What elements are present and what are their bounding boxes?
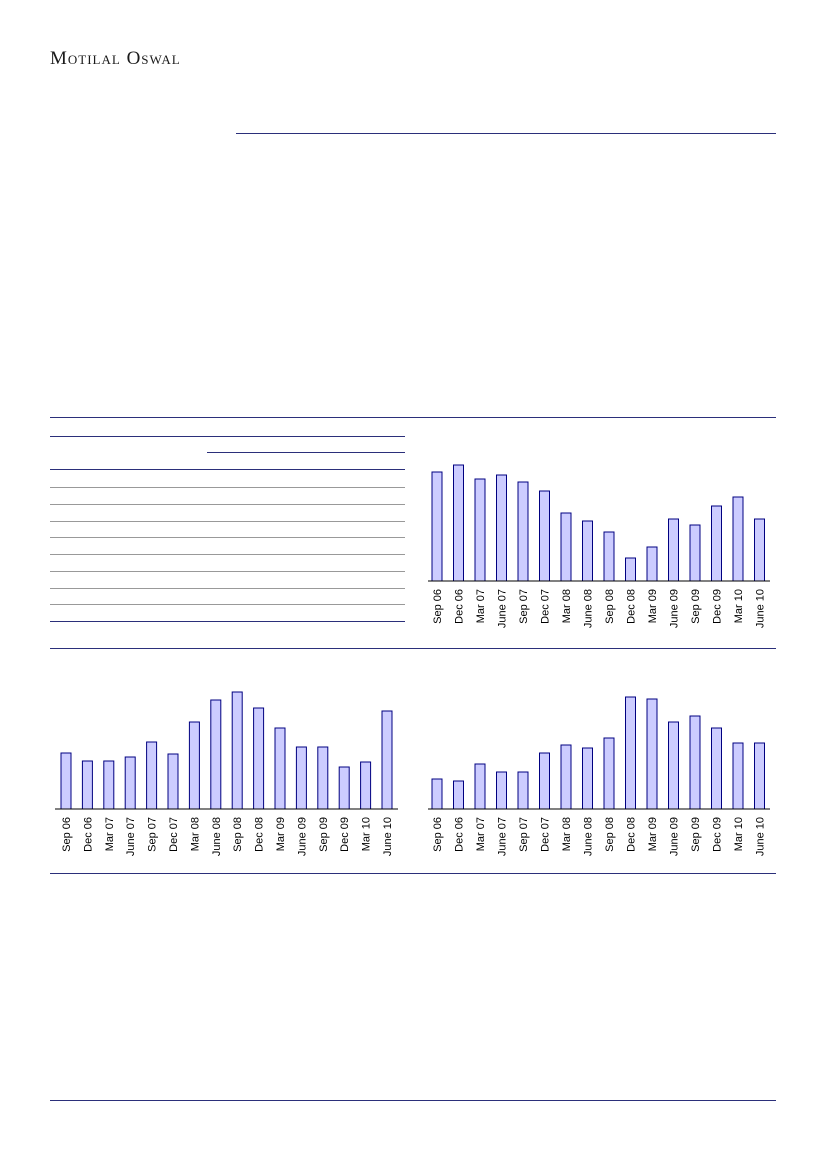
x-tick-label: Sep 06 (432, 817, 444, 852)
bar (474, 763, 486, 810)
bar (453, 780, 464, 810)
x-tick-label: June 08 (583, 817, 595, 856)
bar (539, 490, 550, 582)
x-tick-label: June 08 (583, 589, 595, 628)
bar (146, 741, 158, 810)
x-tick-label: Mar 09 (275, 817, 287, 851)
x-tick-label: Sep 06 (61, 817, 73, 852)
x-tick-label: Sep 09 (690, 817, 702, 852)
bar (453, 464, 464, 582)
bar (231, 691, 243, 810)
x-tick-label: June 10 (382, 817, 394, 856)
bar (431, 778, 443, 810)
bar (517, 481, 529, 582)
x-tick-label: Dec 09 (339, 817, 351, 852)
bar (381, 710, 393, 810)
x-tick-label: Dec 07 (540, 589, 552, 624)
x-tick-label: June 10 (755, 817, 767, 856)
x-tick-label: Mar 07 (104, 817, 116, 851)
x-tick-label: June 09 (296, 817, 308, 856)
bar (517, 771, 529, 810)
x-tick-label: Sep 07 (147, 817, 159, 852)
x-tick-label: Dec 07 (168, 817, 180, 852)
bar (732, 742, 744, 810)
bar (646, 698, 658, 810)
bar (539, 752, 550, 810)
bar (167, 753, 179, 810)
bar (474, 478, 486, 582)
x-tick-label: June 09 (669, 817, 681, 856)
x-tick-label: Dec 06 (454, 589, 466, 624)
bar (732, 496, 744, 582)
bar (668, 721, 679, 810)
bar (81, 760, 93, 810)
table (50, 436, 405, 622)
x-tick-label: June 10 (755, 589, 767, 628)
x-tick-label: June 07 (497, 589, 509, 628)
x-tick-label: Dec 08 (254, 817, 266, 852)
x-tick-label: Dec 07 (540, 817, 552, 852)
x-tick-label: Sep 07 (518, 817, 530, 852)
x-tick-label: Dec 09 (712, 589, 724, 624)
bar (295, 746, 307, 810)
bar (188, 721, 200, 810)
bar (646, 546, 658, 582)
x-tick-label: Sep 07 (518, 589, 530, 624)
bar (496, 771, 507, 810)
x-tick-label: Mar 08 (189, 817, 201, 851)
x-tick-label: Dec 09 (712, 817, 724, 852)
bar (124, 756, 136, 810)
x-tick-label: Mar 10 (361, 817, 373, 851)
bar (338, 766, 350, 810)
bar (582, 747, 593, 810)
x-tick-label: Dec 06 (454, 817, 466, 852)
bar (603, 737, 615, 810)
bar (754, 518, 765, 582)
bar (625, 696, 636, 810)
x-tick-label: Mar 07 (475, 817, 487, 851)
x-tick-label: Sep 08 (604, 589, 616, 624)
x-tick-label: Mar 09 (647, 817, 659, 851)
x-tick-label: Mar 08 (561, 589, 573, 623)
x-tick-label: Sep 09 (318, 817, 330, 852)
x-tick-label: Mar 08 (561, 817, 573, 851)
bar (603, 531, 615, 582)
x-tick-label: Mar 07 (475, 589, 487, 623)
x-tick-label: Sep 06 (432, 589, 444, 624)
x-tick-label: Sep 08 (232, 817, 244, 852)
x-tick-label: Dec 06 (82, 817, 94, 852)
bar (625, 557, 636, 582)
bar (210, 699, 222, 810)
x-tick-label: Mar 09 (647, 589, 659, 623)
x-tick-label: June 07 (497, 817, 509, 856)
x-tick-label: Dec 08 (626, 589, 638, 624)
x-tick-label: Dec 08 (626, 817, 638, 852)
bar (560, 512, 572, 582)
bar (668, 518, 679, 582)
x-tick-label: Mar 10 (733, 817, 745, 851)
bar (496, 474, 507, 582)
brand: Motilal Oswal (50, 48, 181, 69)
x-tick-label: Sep 08 (604, 817, 616, 852)
x-tick-label: June 09 (669, 589, 681, 628)
bar (711, 727, 722, 810)
bar (431, 471, 443, 582)
bar (711, 505, 722, 582)
bar (689, 715, 701, 810)
bar (60, 752, 72, 810)
bar (360, 761, 372, 810)
bar (582, 520, 593, 582)
bar (689, 524, 701, 582)
x-tick-label: June 08 (211, 817, 223, 856)
bar (253, 707, 265, 810)
bar (754, 742, 765, 810)
x-tick-label: Mar 10 (733, 589, 745, 623)
x-tick-label: June 07 (125, 817, 137, 856)
bar (317, 746, 329, 810)
bar (560, 744, 572, 810)
x-tick-label: Sep 09 (690, 589, 702, 624)
bar (274, 727, 286, 810)
bar (103, 760, 115, 810)
